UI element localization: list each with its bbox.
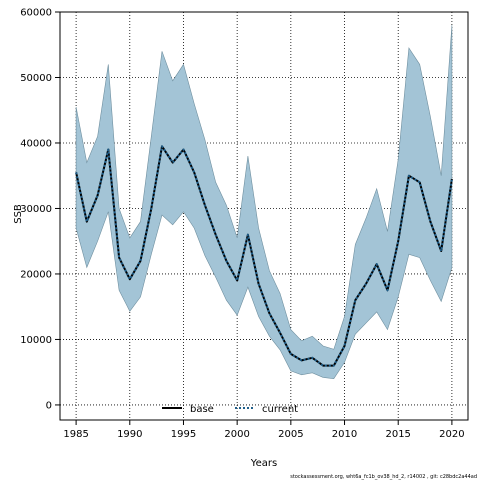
x-tick-label: 1985 <box>63 429 88 440</box>
y-tick-label: 30000 <box>20 204 52 215</box>
x-axis-label: Years <box>250 458 277 469</box>
y-tick-label: 20000 <box>20 269 52 280</box>
x-tick-label: 1990 <box>117 429 142 440</box>
x-tick-label: 2005 <box>278 429 303 440</box>
axes: 1985 1990 1995 2000 2005 2010 2015 2020 0 10000 20… <box>20 8 464 441</box>
series-layer <box>75 145 453 367</box>
x-tick-label: 2020 <box>439 429 464 440</box>
y-tick-label: 40000 <box>20 138 52 149</box>
legend: base current <box>162 404 298 415</box>
y-tick-label: 0 <box>46 400 52 411</box>
x-tick-label: 1995 <box>171 429 196 440</box>
footer-text: stockassessment.org, wht6a_fc1b_ov38_hd_… <box>290 474 477 480</box>
series-line-current <box>75 145 453 367</box>
y-axis-label: SSB <box>13 204 24 224</box>
legend-label-current: current <box>262 404 298 415</box>
legend-label-base: base <box>190 404 214 415</box>
confidence-band <box>75 25 453 380</box>
x-tick-label: 2000 <box>224 429 249 440</box>
x-tick-label: 2010 <box>332 429 357 440</box>
y-tick-label: 50000 <box>20 73 52 84</box>
y-tick-label: 60000 <box>20 8 52 19</box>
plot-frame <box>59 11 469 421</box>
y-tick-label: 10000 <box>20 335 52 346</box>
x-tick-label: 2015 <box>385 429 410 440</box>
